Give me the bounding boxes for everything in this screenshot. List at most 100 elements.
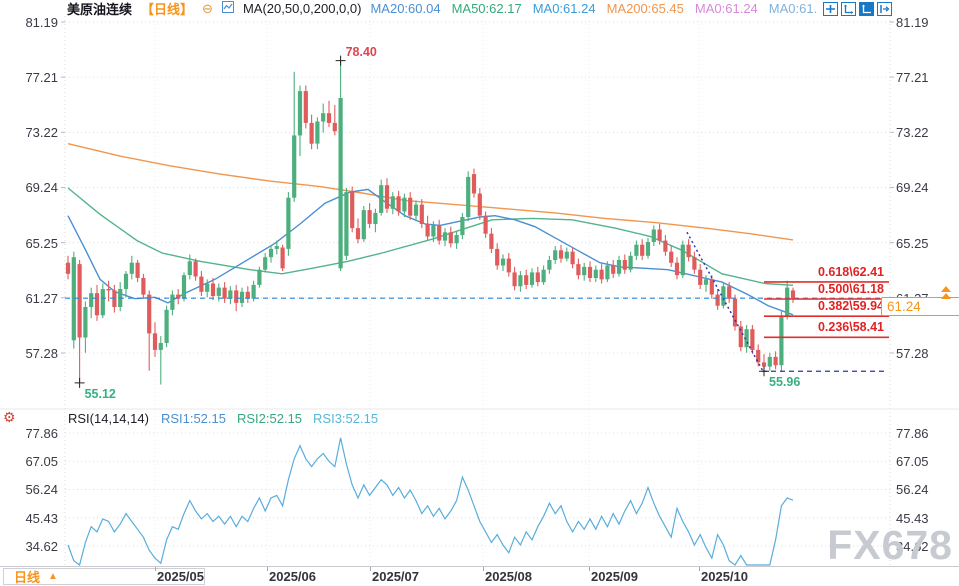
timeframe-button[interactable]: 日线 ▲ [3,568,205,585]
candle [222,287,227,299]
candle [89,293,94,307]
candle [176,294,181,299]
pane-exit-icon[interactable] [877,2,892,21]
month-tick [370,567,371,571]
ma20-line [67,188,794,316]
candle [773,356,778,366]
symbol-name: 美原油连续 [67,2,133,17]
candle [599,269,604,280]
candle [715,294,720,306]
candle [471,174,477,194]
candle [65,262,71,274]
candle [152,333,158,350]
collapse-icon[interactable]: ⊖ [202,0,213,16]
watermark: FX678 [827,522,953,568]
candle [524,275,529,285]
candle [326,113,332,123]
candle [408,197,413,216]
candle [332,122,337,132]
candle [71,257,76,341]
timeframe-label: 日线 [14,570,41,585]
rsi-line [67,437,794,566]
date-axis-label: 2025/06 [269,569,316,584]
candle [674,262,680,276]
candle [628,255,633,270]
candle [547,260,552,270]
candle [634,244,639,256]
buy-signal-arrows-icon [941,286,951,300]
candle [611,265,616,274]
ma-settings-label: MA(20,50,0,200,0,0) [242,1,362,16]
axis-range-active-icon[interactable] [859,2,874,21]
candle [669,251,674,263]
candle [657,229,662,241]
candle [454,235,459,244]
candle [460,217,465,235]
candle [384,185,390,209]
candle [448,232,453,244]
candle [500,258,506,266]
candle [703,279,709,285]
indicator-chart-icon[interactable] [221,1,234,16]
month-tick [589,567,590,571]
candle [309,122,314,144]
chart-canvas[interactable] [0,0,959,566]
candle [344,192,349,256]
candle [489,233,494,249]
candle [193,261,198,277]
candle [315,121,320,144]
ma-values: MA20:60.04 MA50:62.17 MA0:61.24 MA200:65.45… [370,1,817,16]
period-tag[interactable]: 【日线】 [141,2,194,17]
candle [228,290,233,299]
date-axis-label: 2025/09 [591,569,638,584]
candle [721,286,726,306]
trendline [686,231,764,372]
candle [373,212,378,224]
candle [135,262,140,278]
candle [466,176,471,217]
candle [640,244,645,256]
candle [582,266,587,276]
candle [268,248,274,258]
candle [483,215,488,234]
candle [622,260,627,270]
candle [419,204,424,224]
candle [605,265,610,280]
candle [205,283,210,292]
rsi-settings-gear-icon[interactable]: ⚙ [3,409,16,425]
candle [94,293,100,316]
candle [779,316,784,366]
candle [234,290,239,303]
rsi-value: RSI2:52.15 [236,411,303,426]
candle [506,258,511,273]
candle [413,204,419,216]
candle [558,250,564,259]
candle [680,244,685,276]
candle [518,275,523,287]
candle [529,272,535,285]
crosshair-icon[interactable] [823,2,838,21]
candle [553,250,558,260]
ma-value: MA0:61. [768,1,818,16]
candle [738,326,743,348]
ma-value: MA20:60.04 [370,1,441,16]
candle [587,266,593,278]
candle [431,225,436,237]
candle [216,287,221,296]
candle [727,286,732,299]
candle [147,294,152,334]
current-price-box: 61.24 [881,297,959,316]
candle [280,247,285,269]
ma-value: MA50:62.17 [451,1,522,16]
rsi-header: RSI(14,14,14) RSI1:52.15 RSI2:52.15 RSI3:5… [68,411,378,426]
candle [651,229,656,242]
ma-value: MA200:65.45 [606,1,684,16]
ma-value: MA0:61.24 [694,1,758,16]
date-axis-label: 2025/08 [485,569,532,584]
axis-range-icon[interactable] [841,2,856,21]
candle [425,224,430,237]
candle [170,294,175,310]
candle [442,232,448,241]
candle [321,113,326,122]
